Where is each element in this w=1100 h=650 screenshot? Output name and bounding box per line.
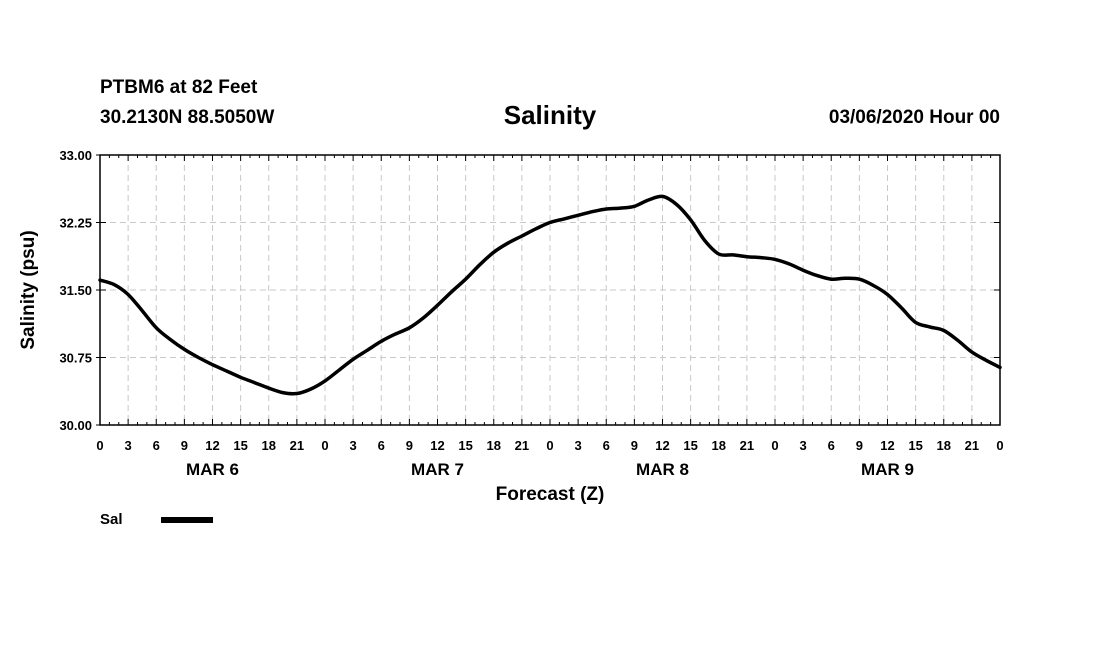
day-label: MAR 8 [636, 460, 689, 479]
y-tick-label: 30.75 [59, 351, 92, 366]
x-tick-label: 9 [856, 438, 863, 453]
x-tick-label: 18 [937, 438, 951, 453]
x-tick-label: 12 [655, 438, 669, 453]
day-label: MAR 7 [411, 460, 464, 479]
x-tick-label: 12 [205, 438, 219, 453]
x-tick-label: 12 [430, 438, 444, 453]
x-tick-label: 18 [487, 438, 501, 453]
x-tick-label: 21 [740, 438, 754, 453]
legend-swatch [161, 517, 213, 523]
x-tick-label: 9 [181, 438, 188, 453]
x-tick-label: 15 [458, 438, 472, 453]
issue-time-label: 03/06/2020 Hour 00 [828, 107, 1000, 128]
x-tick-label: 3 [350, 438, 357, 453]
x-tick-label: 0 [96, 438, 103, 453]
x-tick-label: 15 [233, 438, 247, 453]
x-tick-label: 3 [800, 438, 807, 453]
x-axis-label: Forecast (Z) [496, 484, 605, 505]
x-tick-label: 21 [515, 438, 529, 453]
x-tick-label: 6 [828, 438, 835, 453]
station-label: PTBM6 at 82 Feet [100, 77, 258, 98]
x-tick-label: 0 [321, 438, 328, 453]
x-tick-label: 3 [575, 438, 582, 453]
y-tick-label: 33.00 [59, 148, 92, 163]
x-tick-label: 6 [603, 438, 610, 453]
x-tick-label: 9 [631, 438, 638, 453]
x-tick-label: 0 [771, 438, 778, 453]
x-tick-label: 6 [153, 438, 160, 453]
x-tick-label: 6 [378, 438, 385, 453]
x-tick-label: 0 [546, 438, 553, 453]
x-tick-label: 15 [908, 438, 922, 453]
legend-label: Sal [100, 511, 123, 528]
x-tick-label: 21 [290, 438, 304, 453]
x-tick-label: 18 [712, 438, 726, 453]
y-tick-label: 31.50 [59, 283, 92, 298]
x-tick-label: 21 [965, 438, 979, 453]
y-tick-label: 30.00 [59, 418, 92, 433]
coordinates-label: 30.2130N 88.5050W [100, 107, 275, 128]
y-axis-label: Salinity (psu) [18, 230, 39, 349]
chart-title: Salinity [503, 100, 597, 130]
day-label: MAR 9 [861, 460, 914, 479]
x-tick-label: 18 [262, 438, 276, 453]
x-tick-label: 0 [996, 438, 1003, 453]
day-label: MAR 6 [186, 460, 239, 479]
plot-frame [99, 154, 1001, 426]
x-tick-label: 9 [406, 438, 413, 453]
y-tick-label: 32.25 [59, 216, 92, 231]
x-tick-label: 15 [683, 438, 697, 453]
series-line-sal [98, 194, 1002, 396]
x-tick-label: 12 [880, 438, 894, 453]
x-tick-label: 3 [125, 438, 132, 453]
